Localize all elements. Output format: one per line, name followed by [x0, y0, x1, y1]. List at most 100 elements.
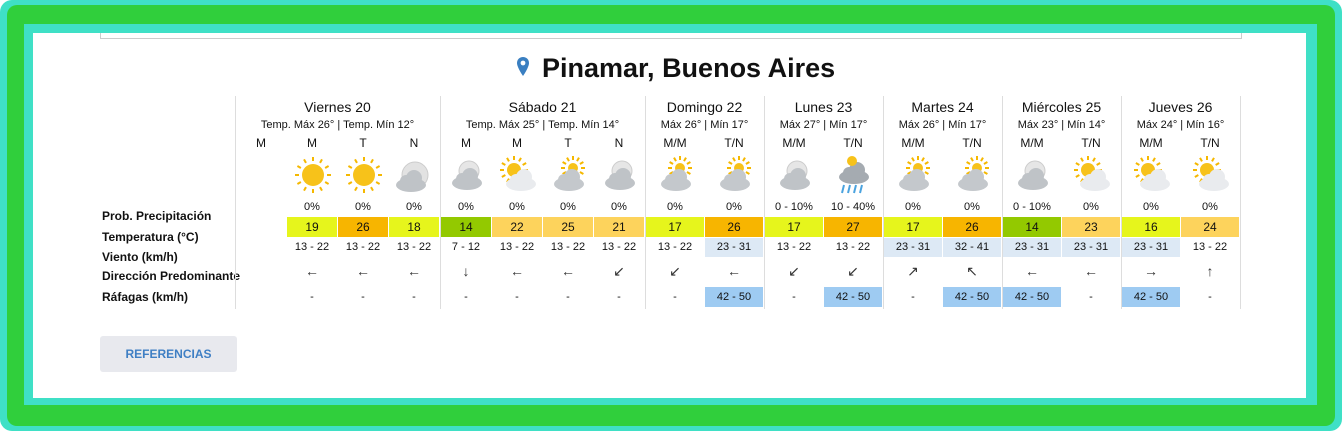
precipitation: 10 - 40%	[830, 201, 876, 213]
content: Pinamar, Buenos Aires REFERENCIAS Prob. …	[33, 33, 1306, 398]
gusts: -	[464, 291, 468, 303]
temperature: 21	[594, 217, 644, 237]
day-summary: Temp. Máx 25° | Temp. Mín 14°	[465, 119, 620, 131]
weather-icon	[957, 156, 989, 191]
day-name: Martes 24	[911, 99, 974, 115]
weather-icon	[898, 156, 930, 191]
wind: 13 - 22	[550, 241, 586, 253]
gusts: -	[911, 291, 915, 303]
direction: ↓	[462, 263, 470, 279]
period-label: T/N	[724, 136, 744, 150]
precipitation: 0%	[1143, 201, 1159, 213]
period-label: T/N	[1200, 136, 1220, 150]
gusts: -	[1208, 291, 1212, 303]
weather-icon	[553, 156, 585, 191]
wind: 13 - 22	[657, 241, 693, 253]
pin-icon	[517, 57, 529, 76]
gusts: 42 - 50	[824, 287, 882, 307]
day-summary: Máx 24° | Mín 16°	[1136, 119, 1225, 131]
gusts: 42 - 50	[1122, 287, 1180, 307]
temperature: 24	[1181, 217, 1239, 237]
temperature: 18	[389, 217, 439, 237]
gusts: -	[515, 291, 519, 303]
precipitation: 0 - 10%	[1013, 201, 1051, 213]
temperature: 17	[765, 217, 823, 237]
period-label: M/M	[663, 136, 687, 150]
day-name: Sábado 21	[508, 99, 577, 115]
precipitation: 0%	[726, 201, 742, 213]
period-label: T/N	[843, 136, 863, 150]
column-divider	[1002, 96, 1003, 309]
search-box[interactable]	[100, 33, 1242, 39]
weather-icon	[451, 160, 482, 190]
wind: 13 - 22	[345, 241, 381, 253]
direction: ↙	[788, 263, 800, 279]
period-label: M	[512, 136, 522, 150]
location-title: Pinamar, Buenos Aires	[542, 53, 836, 83]
precipitation: 0%	[1083, 201, 1099, 213]
references-button[interactable]: REFERENCIAS	[100, 336, 237, 372]
wind: 13 - 22	[1192, 241, 1228, 253]
weather-icon	[499, 156, 536, 191]
temperature: 17	[884, 217, 942, 237]
precipitation: 0%	[406, 201, 422, 213]
gusts: -	[1089, 291, 1093, 303]
wind: 23 - 31	[1122, 238, 1180, 257]
precipitation: 0%	[611, 201, 627, 213]
row-label: Prob. Precipitación	[102, 209, 212, 223]
precipitation: 0%	[1202, 201, 1218, 213]
temperature: 16	[1122, 217, 1180, 237]
weather-icon	[1073, 156, 1110, 191]
day-summary: Máx 23° | Mín 14°	[1017, 119, 1106, 131]
wind: 13 - 22	[294, 241, 330, 253]
period-label: T/N	[962, 136, 982, 150]
column-divider	[235, 96, 236, 309]
period-label: T/N	[1081, 136, 1101, 150]
temperature: 27	[824, 217, 882, 237]
direction: ←	[1025, 263, 1039, 279]
temperature: 23	[1062, 217, 1120, 237]
column-divider	[764, 96, 765, 309]
period-label: M	[307, 136, 317, 150]
direction: ←	[510, 263, 524, 279]
direction: ←	[561, 263, 575, 279]
wind: 23 - 31	[884, 238, 942, 257]
direction: ←	[356, 263, 370, 279]
day-summary: Temp. Máx 26° | Temp. Mín 12°	[260, 119, 415, 131]
direction: ←	[305, 263, 319, 279]
gusts: 42 - 50	[705, 287, 763, 307]
temperature: 26	[338, 217, 388, 237]
period-label: T	[359, 136, 367, 150]
direction: ↑	[1206, 263, 1214, 279]
period-label: M	[461, 136, 471, 150]
gusts: -	[617, 291, 621, 303]
wind: 7 - 12	[451, 241, 481, 253]
precipitation: 0 - 10%	[775, 201, 813, 213]
direction: ↙	[847, 263, 859, 279]
column-divider	[645, 96, 646, 309]
day-name: Viernes 20	[304, 99, 371, 115]
precipitation: 0%	[458, 201, 474, 213]
period-label: M/M	[782, 136, 806, 150]
temperature: 14	[441, 217, 491, 237]
wind: 13 - 22	[835, 241, 871, 253]
weather-icon	[1133, 156, 1170, 191]
weather-icon	[604, 160, 635, 190]
column-divider	[883, 96, 884, 309]
precipitation: 0%	[905, 201, 921, 213]
precipitation: 0%	[560, 201, 576, 213]
temperature: 22	[492, 217, 542, 237]
wind: 13 - 22	[776, 241, 812, 253]
gusts: 42 - 50	[943, 287, 1001, 307]
day-summary: Máx 27° | Mín 17°	[779, 119, 868, 131]
gusts: -	[566, 291, 570, 303]
direction: ↖	[966, 263, 978, 279]
temperature: 26	[943, 217, 1001, 237]
row-label: Ráfagas (km/h)	[102, 290, 189, 304]
column-divider	[1240, 96, 1241, 309]
wind: 13 - 22	[396, 241, 432, 253]
temperature: 25	[543, 217, 593, 237]
wind: 23 - 31	[1003, 238, 1061, 257]
direction: ↙	[613, 263, 625, 279]
precipitation: 0%	[304, 201, 320, 213]
